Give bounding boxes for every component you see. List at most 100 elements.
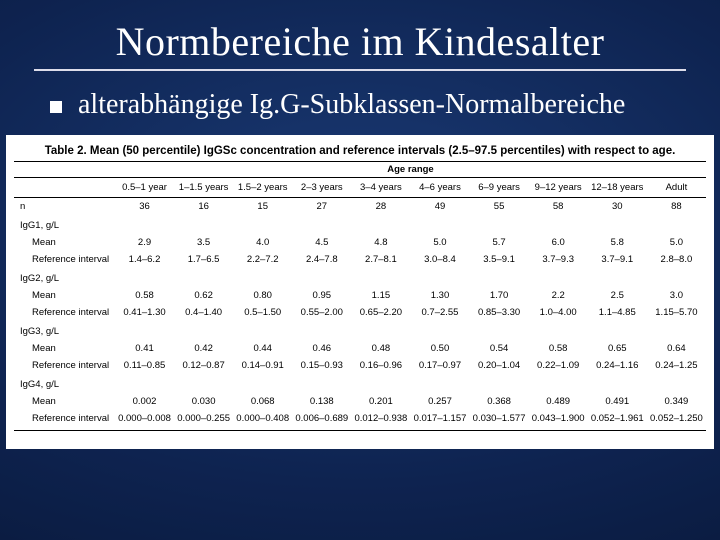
table-cell: 49 (410, 198, 469, 216)
table-cell: 1.30 (410, 287, 469, 304)
table-cell: 0.000–0.008 (115, 410, 174, 431)
table-cell: 5.0 (647, 234, 706, 251)
table-cell: 0.4–1.40 (174, 304, 233, 321)
table-cell: 55 (470, 198, 529, 216)
reference-table: Age range 0.5–1 year1–1.5 years1.5–2 yea… (14, 161, 706, 431)
table-cell: 0.030 (174, 393, 233, 410)
table-cell: 0.052–1.961 (588, 410, 647, 431)
row-label: IgG1, g/L (14, 215, 115, 234)
table-cell: 0.48 (351, 340, 410, 357)
table-cell: 0.22–1.09 (529, 357, 588, 374)
table-cell: 3.5 (174, 234, 233, 251)
age-range-header: Age range (115, 162, 706, 178)
table-cell: 27 (292, 198, 351, 216)
table-cell: 4.8 (351, 234, 410, 251)
table-cell: 0.201 (351, 393, 410, 410)
column-header: 4–6 years (410, 178, 469, 198)
row-label: IgG4, g/L (14, 374, 115, 393)
table-cell: 0.55–2.00 (292, 304, 351, 321)
row-label: n (14, 198, 115, 216)
column-header: 12–18 years (588, 178, 647, 198)
table-cell: 3.0 (647, 287, 706, 304)
column-header: 0.5–1 year (115, 178, 174, 198)
table-cell: 0.41 (115, 340, 174, 357)
table-cell: 1.7–6.5 (174, 251, 233, 268)
row-label: Mean (14, 393, 115, 410)
table-cell: 2.7–8.1 (351, 251, 410, 268)
table-cell: 0.052–1.250 (647, 410, 706, 431)
table-cell: 0.14–0.91 (233, 357, 292, 374)
table-cell: 0.7–2.55 (410, 304, 469, 321)
table-cell: 1.15 (351, 287, 410, 304)
table-cell: 1.15–5.70 (647, 304, 706, 321)
column-header: 1.5–2 years (233, 178, 292, 198)
column-header: 1–1.5 years (174, 178, 233, 198)
table-cell: 0.000–0.255 (174, 410, 233, 431)
row-label: Reference interval (14, 304, 115, 321)
table-cell: 0.65 (588, 340, 647, 357)
table-cell: 0.17–0.97 (410, 357, 469, 374)
table-panel: Table 2. Mean (50 percentile) IgGSc conc… (6, 135, 714, 449)
table-cell: 3.5–9.1 (470, 251, 529, 268)
row-label: IgG2, g/L (14, 268, 115, 287)
table-cell: 2.2–7.2 (233, 251, 292, 268)
table-cell: 30 (588, 198, 647, 216)
bullet-text: alterabhängige Ig.G-Subklassen-Normalber… (78, 89, 625, 121)
row-label: Mean (14, 287, 115, 304)
slide-title: Normbereiche im Kindesalter (30, 18, 690, 65)
table-cell: 88 (647, 198, 706, 216)
column-header: 2–3 years (292, 178, 351, 198)
table-cell: 3.7–9.3 (529, 251, 588, 268)
table-cell: 0.58 (529, 340, 588, 357)
table-cell: 28 (351, 198, 410, 216)
table-cell: 1.70 (470, 287, 529, 304)
table-cell: 0.50 (410, 340, 469, 357)
table-cell: 0.24–1.25 (647, 357, 706, 374)
table-cell: 6.0 (529, 234, 588, 251)
table-cell: 3.7–9.1 (588, 251, 647, 268)
row-label: Reference interval (14, 357, 115, 374)
slide: Normbereiche im Kindesalter alterabhängi… (0, 0, 720, 540)
table-cell: 0.24–1.16 (588, 357, 647, 374)
table-cell: 0.85–3.30 (470, 304, 529, 321)
table-cell: 1.1–4.85 (588, 304, 647, 321)
table-cell: 2.5 (588, 287, 647, 304)
table-caption: Table 2. Mean (50 percentile) IgGSc conc… (14, 145, 706, 157)
table-cell: 0.42 (174, 340, 233, 357)
column-header: Adult (647, 178, 706, 198)
table-cell: 15 (233, 198, 292, 216)
table-cell: 5.7 (470, 234, 529, 251)
table-cell: 0.54 (470, 340, 529, 357)
table-cell: 0.068 (233, 393, 292, 410)
table-cell: 0.257 (410, 393, 469, 410)
table-cell: 0.95 (292, 287, 351, 304)
title-underline (34, 69, 686, 71)
table-cell: 0.489 (529, 393, 588, 410)
table-cell: 0.65–2.20 (351, 304, 410, 321)
row-label: Mean (14, 234, 115, 251)
table-cell: 1.4–6.2 (115, 251, 174, 268)
table-cell: 0.41–1.30 (115, 304, 174, 321)
bullet-square-icon (50, 101, 62, 113)
table-cell: 5.0 (410, 234, 469, 251)
table-cell: 0.012–0.938 (351, 410, 410, 431)
table-cell: 0.58 (115, 287, 174, 304)
row-label: Reference interval (14, 251, 115, 268)
table-cell: 0.043–1.900 (529, 410, 588, 431)
table-cell: 0.006–0.689 (292, 410, 351, 431)
table-cell: 3.0–8.4 (410, 251, 469, 268)
table-cell: 0.15–0.93 (292, 357, 351, 374)
table-cell: 36 (115, 198, 174, 216)
table-cell: 1.0–4.00 (529, 304, 588, 321)
table-cell: 4.0 (233, 234, 292, 251)
column-header: 3–4 years (351, 178, 410, 198)
table-cell: 0.138 (292, 393, 351, 410)
column-header: 6–9 years (470, 178, 529, 198)
table-cell: 0.368 (470, 393, 529, 410)
table-cell: 2.2 (529, 287, 588, 304)
table-cell: 0.000–0.408 (233, 410, 292, 431)
table-cell: 0.017–1.157 (410, 410, 469, 431)
row-label: Mean (14, 340, 115, 357)
column-header: 9–12 years (529, 178, 588, 198)
table-cell: 0.62 (174, 287, 233, 304)
